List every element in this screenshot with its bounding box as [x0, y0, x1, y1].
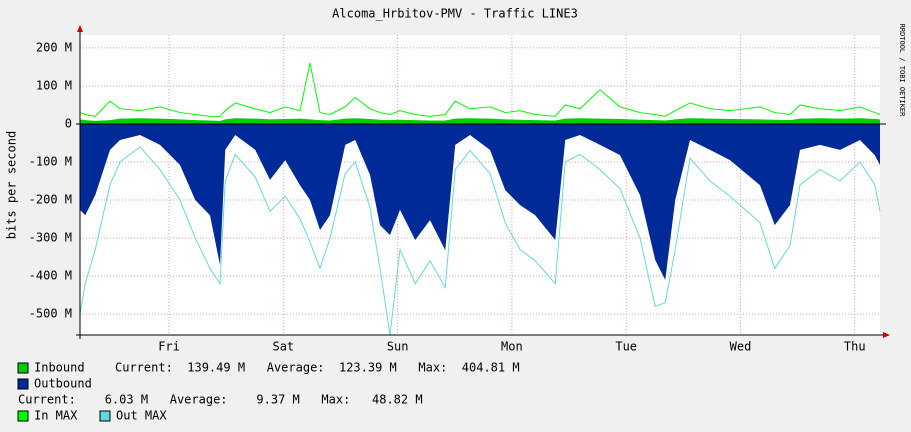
y-axis-label: bits per second [5, 131, 19, 239]
series-area [80, 118, 880, 124]
y-tick-label: -300 M [29, 231, 72, 245]
legend-label: Outbound [34, 377, 92, 391]
legend-swatch [17, 378, 29, 390]
x-tick-label: Wed [730, 340, 752, 354]
axis-arrow [77, 25, 83, 32]
x-tick-label: Fri [158, 340, 180, 354]
y-tick-label: -400 M [29, 269, 72, 283]
y-tick-label: -100 M [29, 154, 72, 168]
legend-swatch [17, 362, 29, 374]
x-tick-label: Sat [272, 340, 294, 354]
legend-swatch [17, 410, 29, 422]
legend-label: In MAX [34, 409, 78, 423]
axis-arrow [883, 332, 890, 338]
chart-title: Alcoma_Hrbitov-PMV - Traffic LINE3 [332, 7, 578, 21]
y-tick-label: -500 M [29, 307, 72, 321]
legend-stats: Current: 6.03 M Average: 9.37 M Max: 48.… [18, 393, 423, 407]
legend-swatch [99, 410, 111, 422]
legend-label: Out MAX [116, 409, 167, 423]
x-tick-label: Thu [844, 340, 866, 354]
series-line [79, 63, 881, 117]
y-tick-label: 100 M [36, 78, 72, 92]
series-line [79, 146, 881, 336]
y-tick-label: 200 M [36, 40, 72, 54]
x-tick-label: Tue [615, 340, 637, 354]
legend-stats: Current: 139.49 M Average: 123.39 M Max:… [115, 361, 520, 375]
x-tick-label: Mon [501, 340, 523, 354]
y-tick-label: 0 [65, 116, 72, 130]
side-text: RRDTOOL / TOBI OETIKER [898, 24, 906, 118]
x-tick-label: Sun [387, 340, 409, 354]
y-tick-label: -200 M [29, 193, 72, 207]
series-area [80, 123, 880, 280]
legend-label: Inbound [34, 361, 85, 375]
